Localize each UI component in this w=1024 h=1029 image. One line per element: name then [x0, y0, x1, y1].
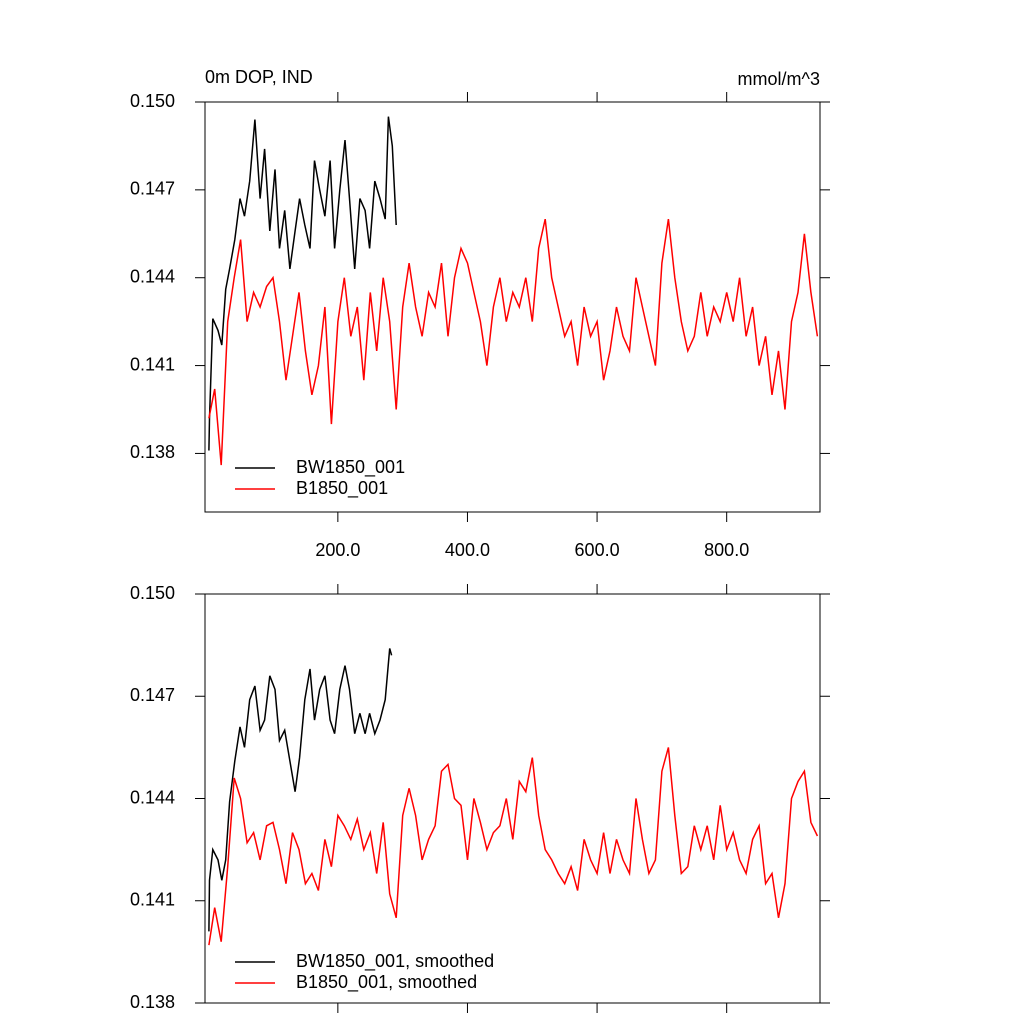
x-tick-label: 400.0	[445, 540, 490, 560]
plot-frame	[204, 101, 821, 513]
y-tick-label: 0.147	[130, 179, 175, 199]
data-line	[208, 116, 397, 451]
x-tick-label: 600.0	[575, 540, 620, 560]
y-tick-label: 0.138	[130, 992, 175, 1012]
y-tick-label: 0.150	[130, 583, 175, 603]
y-tick-label: 0.147	[130, 685, 175, 705]
legend-label: B1850_001	[296, 478, 388, 499]
y-tick-label: 0.141	[130, 354, 175, 374]
units-label: mmol/m^3	[738, 69, 820, 89]
y-tick-label: 0.138	[130, 442, 175, 462]
y-tick-label: 0.150	[130, 91, 175, 111]
legend-label: B1850_001, smoothed	[296, 972, 477, 993]
x-tick-label: 200.0	[315, 540, 360, 560]
data-line	[208, 648, 393, 932]
legend-label: BW1850_001, smoothed	[296, 951, 494, 972]
y-tick-label: 0.144	[130, 266, 175, 286]
plot-frame	[204, 593, 821, 1004]
legend-label: BW1850_001	[296, 457, 405, 478]
y-tick-label: 0.144	[130, 787, 175, 807]
data-line	[208, 747, 819, 946]
data-line	[208, 218, 819, 466]
chart-title: 0m DOP, IND	[205, 67, 313, 87]
y-tick-label: 0.141	[130, 890, 175, 910]
x-tick-label: 800.0	[704, 540, 749, 560]
